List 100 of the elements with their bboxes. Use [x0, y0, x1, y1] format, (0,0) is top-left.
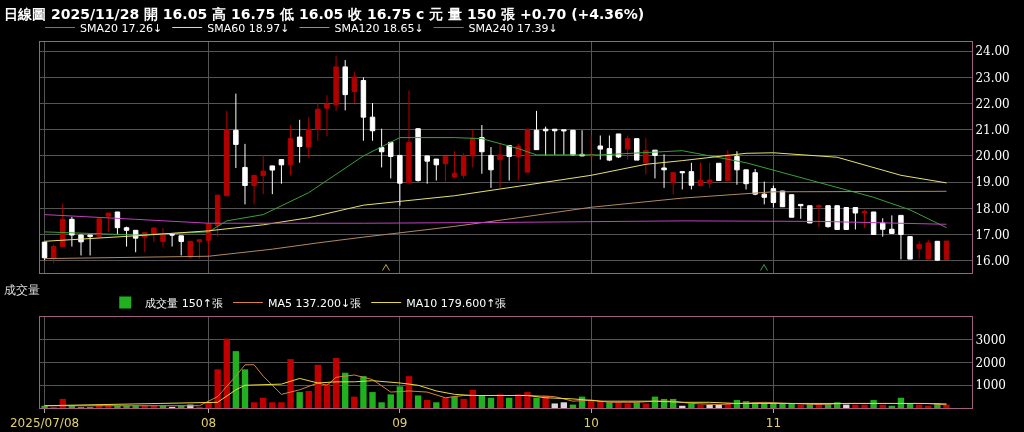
x-tick-label: 2025/07/08	[9, 416, 80, 431]
bar	[487, 397, 495, 408]
bar	[387, 394, 394, 408]
bar	[478, 395, 486, 408]
bar	[533, 397, 540, 408]
candlestick	[342, 59, 348, 111]
candlestick	[315, 102, 321, 142]
bar	[706, 404, 713, 408]
candlestick	[761, 181, 768, 205]
x-tick-label: 10	[583, 416, 599, 431]
candlestick	[552, 128, 558, 156]
bar	[697, 404, 704, 408]
candlestick	[415, 127, 421, 183]
bar	[624, 403, 631, 408]
bar	[105, 405, 112, 408]
candlestick	[114, 211, 121, 236]
bar	[41, 405, 48, 408]
bar	[260, 397, 267, 408]
candlestick	[916, 240, 922, 260]
bar	[132, 405, 139, 408]
bar	[305, 390, 312, 408]
candlestick	[889, 214, 895, 234]
candlestick	[406, 89, 412, 184]
y-tick-label: 23.00	[975, 70, 1010, 85]
candlestick	[725, 149, 731, 182]
candlestick	[533, 110, 540, 151]
candlestick	[907, 236, 913, 260]
candlestick	[879, 217, 886, 238]
candlestick	[278, 159, 285, 185]
bar	[560, 402, 568, 408]
bar	[642, 403, 650, 408]
bar	[123, 405, 130, 408]
candlestick	[433, 158, 440, 182]
candlestick	[160, 227, 166, 248]
candlestick	[834, 205, 840, 231]
bar	[396, 386, 404, 408]
candlestick	[41, 241, 48, 261]
legend-label: 成交量 150↑張	[145, 296, 223, 310]
candlestick	[287, 124, 294, 176]
candlestick	[752, 168, 758, 196]
candlestick	[333, 55, 339, 112]
bar	[451, 396, 458, 408]
candlestick	[852, 207, 859, 231]
y-tick-label: 2000	[975, 355, 1006, 370]
candlestick	[561, 129, 567, 156]
legend-label: SMA120 18.65↓	[334, 21, 424, 35]
candlestick	[69, 216, 75, 248]
legend-label: SMA240 17.39↓	[468, 21, 558, 35]
candlestick	[296, 119, 303, 164]
candlestick	[925, 239, 931, 260]
candlestick	[497, 143, 503, 189]
bar	[250, 402, 258, 408]
bar	[114, 405, 121, 408]
candlestick	[606, 135, 613, 162]
candlestick	[388, 141, 394, 179]
candlestick	[378, 128, 385, 168]
candlestick	[470, 129, 476, 168]
bar	[414, 395, 422, 408]
candlestick	[360, 76, 367, 142]
candlestick	[488, 146, 494, 189]
candlestick	[306, 116, 312, 159]
candlestick	[351, 71, 358, 104]
legend-label: MA5 137.200↓張	[267, 296, 362, 310]
candlestick	[460, 152, 467, 179]
candlestick	[679, 171, 686, 190]
candlestick	[187, 240, 194, 260]
line-series	[44, 137, 947, 236]
candlestick	[670, 172, 676, 195]
x-tick-label: 11	[765, 416, 782, 431]
y-tick-label: 16.00	[975, 253, 1010, 268]
x-tick-label: 08	[200, 416, 217, 431]
candlestick	[716, 162, 722, 182]
candlestick	[943, 240, 950, 260]
bar	[378, 402, 385, 408]
bar	[433, 402, 440, 408]
candlestick	[269, 165, 276, 195]
line-series	[44, 190, 947, 260]
candlestick	[96, 218, 102, 238]
legend-label: SMA60 18.97↓	[207, 21, 290, 35]
line-series	[44, 152, 947, 242]
y-tick-label: 19.00	[975, 175, 1010, 190]
chart-title: 成交量	[4, 283, 41, 297]
candlestick	[743, 169, 749, 190]
candlestick	[697, 162, 704, 187]
y-tick-label: 3000	[975, 332, 1006, 347]
x-tick-label: 09	[392, 416, 408, 431]
candlestick	[324, 94, 330, 137]
candlestick	[442, 155, 449, 183]
bar	[278, 402, 285, 408]
bar	[369, 392, 376, 408]
bar	[943, 404, 950, 408]
candlestick	[214, 194, 221, 238]
candlestick	[169, 234, 175, 248]
candlestick	[643, 137, 649, 175]
y-tick-label: 20.00	[975, 149, 1010, 164]
y-tick-label: 22.00	[975, 96, 1010, 111]
candlestick	[424, 155, 430, 185]
bar	[241, 369, 249, 408]
candlestick	[451, 150, 458, 179]
bar	[424, 400, 431, 408]
